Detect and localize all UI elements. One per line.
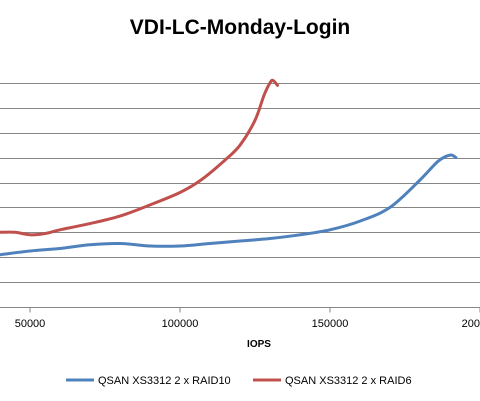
series-line-2	[0, 78, 279, 237]
chart-title: VDI-LC-Monday-Login	[130, 16, 350, 39]
legend-item-2[interactable]: QSAN XS3312 2 x RAID6	[253, 375, 412, 387]
series-line-1	[0, 153, 458, 257]
x-axis-label: IOPS	[247, 339, 271, 350]
legend[interactable]: QSAN XS3312 2 x RAID10 QSAN XS3312 2 x RA…	[66, 375, 412, 387]
x-tick-label-4: 200000	[462, 318, 480, 330]
series-lines	[0, 78, 458, 257]
legend-item-1[interactable]: QSAN XS3312 2 x RAID10	[66, 375, 231, 387]
gridlines	[0, 83, 480, 283]
legend-label-2: QSAN XS3312 2 x RAID6	[285, 375, 412, 387]
x-tick-label-1: 50000	[15, 318, 46, 330]
legend-label-1: QSAN XS3312 2 x RAID10	[98, 375, 231, 387]
x-tick-label-3: 150000	[312, 318, 349, 330]
x-tick-label-2: 100000	[162, 318, 199, 330]
x-axis-ticks: 50000 100000 150000 200000	[15, 307, 480, 330]
